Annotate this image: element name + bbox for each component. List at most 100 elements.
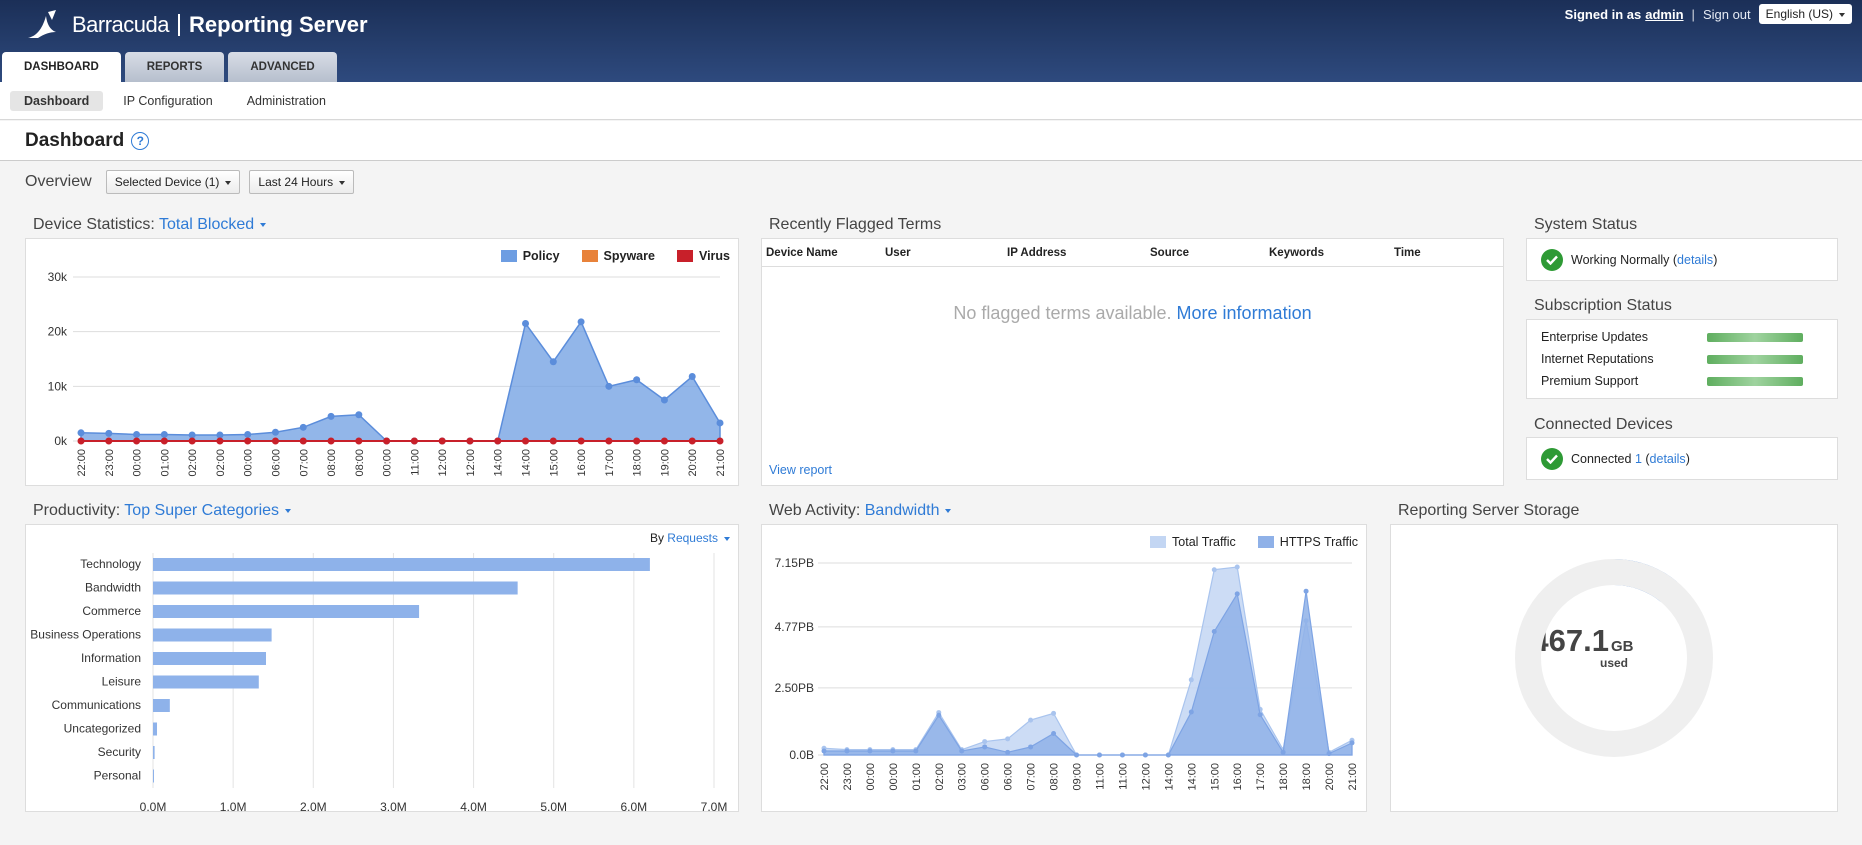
column-keywords[interactable]: Keywords	[1269, 246, 1324, 259]
language-select[interactable]: English (US)	[1758, 4, 1852, 24]
check-circle-icon	[1541, 447, 1563, 470]
data-point-virus	[160, 437, 168, 445]
bar	[153, 699, 170, 712]
web-activity-metric-select[interactable]: Bandwidth	[865, 502, 952, 519]
data-point-virus	[216, 437, 224, 445]
x-tick-label: 17:00	[604, 449, 616, 477]
tab-advanced[interactable]: ADVANCED	[228, 52, 337, 82]
column-device-name[interactable]: Device Name	[766, 246, 838, 259]
view-report-link[interactable]: View report	[769, 463, 832, 477]
x-tick-label: 08:00	[326, 449, 338, 477]
more-information-link[interactable]: More information	[1176, 303, 1312, 323]
tab-dashboard[interactable]: DASHBOARD	[2, 52, 121, 82]
logo-divider	[178, 14, 181, 36]
x-tick-label: 03:00	[957, 763, 969, 791]
connected-count[interactable]: 1	[1634, 451, 1642, 466]
data-point	[1028, 717, 1034, 723]
productivity-category-select[interactable]: Top Super Categories	[124, 502, 292, 519]
data-point	[821, 748, 827, 754]
connected-details-link[interactable]: details	[1649, 451, 1686, 466]
x-tick-label: 08:00	[1049, 763, 1061, 791]
data-point	[982, 744, 988, 750]
column-ip-address[interactable]: IP Address	[1007, 246, 1067, 259]
barracuda-logo[interactable]: Barracuda Reporting Server	[26, 8, 368, 42]
column-source[interactable]: Source	[1150, 246, 1189, 259]
chevron-down-icon	[724, 536, 730, 541]
x-tick-label: 07:00	[1026, 763, 1038, 791]
system-status-details-link[interactable]: details	[1677, 252, 1714, 267]
data-point	[1051, 731, 1057, 737]
tab-reports[interactable]: REPORTS	[124, 52, 225, 82]
x-tick-label: 23:00	[842, 763, 854, 791]
data-point-policy	[633, 376, 641, 384]
top-header: Barracuda Reporting Server Signed in as …	[0, 0, 1862, 82]
column-time[interactable]: Time	[1394, 246, 1421, 259]
web-activity-title: Web Activity: Bandwidth	[769, 502, 952, 520]
legend-item-virus[interactable]: Virus	[676, 249, 730, 263]
system-status-title: System Status	[1534, 216, 1638, 233]
data-point-virus	[133, 437, 141, 445]
x-tick-label: 08:00	[354, 449, 366, 477]
subscription-name: Enterprise Updates	[1541, 330, 1649, 344]
donut-slice-free	[1515, 559, 1713, 757]
storage-caption: used	[1600, 656, 1628, 670]
by-metric-select[interactable]: Requests	[667, 531, 730, 545]
time-range-select[interactable]: Last 24 Hours	[249, 170, 355, 194]
data-point-virus	[383, 437, 391, 445]
help-icon[interactable]: ?	[131, 131, 150, 150]
user-link[interactable]: admin	[1645, 6, 1684, 22]
data-point	[1211, 628, 1217, 634]
subscription-status-bar	[1707, 332, 1803, 342]
system-status-text: Working Normally	[1571, 252, 1670, 267]
subscription-row: Internet Reputations	[1527, 348, 1837, 370]
y-tick-label: 20k	[48, 325, 68, 339]
y-tick-label: 10k	[48, 379, 68, 393]
time-range-value: Last 24 Hours	[258, 175, 334, 189]
subnav-dashboard[interactable]: Dashboard	[10, 90, 104, 111]
x-tick-label: 20:00	[687, 449, 699, 477]
data-point	[1051, 710, 1057, 716]
device-select[interactable]: Selected Device (1)	[105, 170, 241, 194]
legend-item-total-traffic[interactable]: Total Traffic	[1150, 535, 1236, 549]
device-stats-title-prefix: Device Statistics:	[33, 216, 155, 233]
y-category-label: Security	[98, 745, 141, 759]
x-tick-label: 01:00	[159, 449, 171, 477]
data-point	[844, 748, 850, 754]
legend-swatch	[1150, 536, 1167, 548]
data-point	[1303, 588, 1309, 594]
account-area: Signed in as admin | Sign out English (U…	[1565, 4, 1852, 24]
data-point-virus	[355, 437, 363, 445]
legend-item-spyware[interactable]: Spyware	[581, 249, 655, 263]
legend-item-policy[interactable]: Policy	[500, 249, 560, 263]
device-stats-metric-value: Total Blocked	[158, 216, 255, 233]
x-tick-label: 0.0M	[140, 800, 167, 811]
x-tick-label: 14:00	[1163, 763, 1175, 791]
subscription-row: Premium Support	[1527, 370, 1837, 392]
x-tick-label: 06:00	[980, 763, 992, 791]
subscription-name: Premium Support	[1541, 374, 1639, 388]
sign-out-link[interactable]: Sign out	[1702, 6, 1751, 22]
bar	[153, 581, 518, 595]
subnav-administration[interactable]: Administration	[246, 93, 326, 108]
x-tick-label: 07:00	[298, 449, 310, 477]
data-point	[1257, 712, 1263, 718]
device-stats-metric-select[interactable]: Total Blocked	[158, 216, 267, 233]
x-tick-label: 1.0M	[220, 800, 247, 811]
legend-swatch	[676, 250, 693, 262]
y-category-label: Information	[81, 651, 141, 665]
data-point-virus	[716, 437, 724, 445]
data-point	[1326, 751, 1332, 757]
x-tick-label: 00:00	[243, 449, 255, 477]
connected-devices-row: Connected 1 (details)	[1527, 438, 1837, 479]
bar	[153, 769, 154, 783]
by-metric-value: Requests	[667, 531, 718, 545]
data-point-policy	[133, 430, 141, 438]
x-tick-label: 2.0M	[300, 800, 327, 811]
column-user[interactable]: User	[885, 246, 911, 259]
data-point-policy	[355, 411, 363, 419]
legend-item-https-traffic[interactable]: HTTPS Traffic	[1257, 535, 1358, 549]
data-point	[1028, 744, 1034, 750]
subnav-ip-configuration[interactable]: IP Configuration	[123, 93, 213, 108]
x-tick-label: 14:00	[493, 449, 505, 477]
web-activity-title-prefix: Web Activity:	[769, 502, 861, 519]
